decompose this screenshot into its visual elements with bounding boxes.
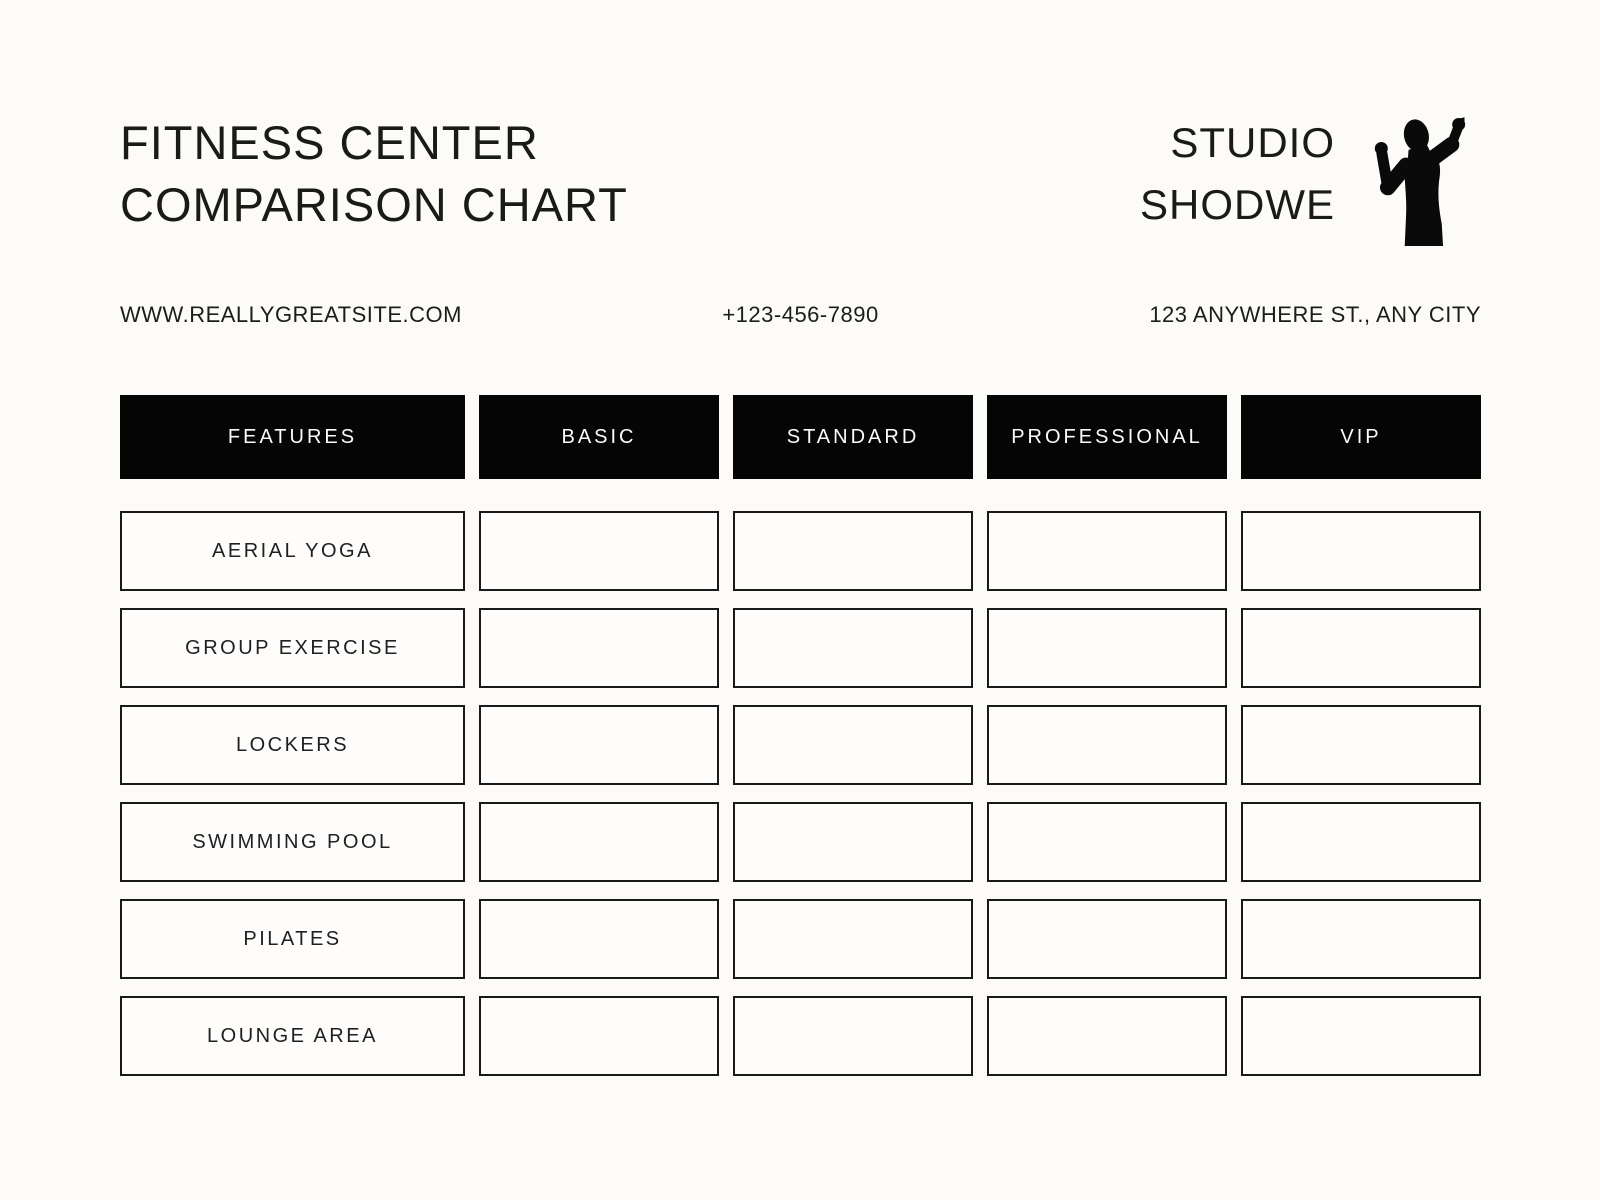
page-title-line1: FITNESS CENTER xyxy=(120,116,539,169)
column-header-basic: BASIC xyxy=(479,395,719,479)
value-cell-vip xyxy=(1241,511,1481,591)
brand-name-line2: SHODWE xyxy=(1140,181,1335,228)
column-header-vip: VIP xyxy=(1241,395,1481,479)
value-cell-professional xyxy=(987,511,1227,591)
page-header: FITNESS CENTER COMPARISON CHART STUDIO S… xyxy=(120,112,1481,246)
value-cell-basic xyxy=(479,802,719,882)
column-header-standard: STANDARD xyxy=(733,395,973,479)
value-cell-standard xyxy=(733,899,973,979)
value-cell-vip xyxy=(1241,705,1481,785)
value-cell-professional xyxy=(987,705,1227,785)
column-header-professional: PROFESSIONAL xyxy=(987,395,1227,479)
value-cell-basic xyxy=(479,996,719,1076)
value-cell-vip xyxy=(1241,996,1481,1076)
address-text: 123 ANYWHERE ST., ANY CITY xyxy=(1149,302,1482,327)
value-cell-standard xyxy=(733,608,973,688)
page-title: FITNESS CENTER COMPARISON CHART xyxy=(120,112,628,236)
feature-cell: LOCKERS xyxy=(120,705,465,785)
value-cell-professional xyxy=(987,608,1227,688)
value-cell-professional xyxy=(987,802,1227,882)
value-cell-basic xyxy=(479,608,719,688)
table-row-swimming-pool: SWIMMING POOL xyxy=(120,802,1481,882)
value-cell-standard xyxy=(733,705,973,785)
table-body: AERIAL YOGA GROUP EXERCISE LOCKERS SWIMMING… xyxy=(120,511,1481,1076)
page-title-line2: COMPARISON CHART xyxy=(120,178,628,231)
brand-block: STUDIO SHODWE xyxy=(1140,112,1481,246)
value-cell-basic xyxy=(479,705,719,785)
value-cell-basic xyxy=(479,899,719,979)
table-row-lounge-area: LOUNGE AREA xyxy=(120,996,1481,1076)
value-cell-vip xyxy=(1241,899,1481,979)
table-header-row: FEATURES BASIC STANDARD PROFESSIONAL VIP xyxy=(120,395,1481,479)
table-row-group-exercise: GROUP EXERCISE xyxy=(120,608,1481,688)
value-cell-professional xyxy=(987,899,1227,979)
value-cell-basic xyxy=(479,511,719,591)
value-cell-vip xyxy=(1241,608,1481,688)
value-cell-standard xyxy=(733,996,973,1076)
column-header-features: FEATURES xyxy=(120,395,465,479)
comparison-table: FEATURES BASIC STANDARD PROFESSIONAL VIP AER… xyxy=(120,395,1481,1076)
brand-name: STUDIO SHODWE xyxy=(1140,112,1335,236)
contact-bar: WWW.REALLYGREATSITE.COM +123-456-7890 12… xyxy=(120,300,1481,330)
phone-text: +123-456-7890 xyxy=(722,302,879,327)
feature-cell: PILATES xyxy=(120,899,465,979)
table-row-lockers: LOCKERS xyxy=(120,705,1481,785)
value-cell-standard xyxy=(733,802,973,882)
brand-name-line1: STUDIO xyxy=(1170,119,1335,166)
bodybuilder-flex-icon xyxy=(1374,117,1466,246)
table-row-aerial-yoga: AERIAL YOGA xyxy=(120,511,1481,591)
value-cell-professional xyxy=(987,996,1227,1076)
table-row-pilates: PILATES xyxy=(120,899,1481,979)
feature-cell: AERIAL YOGA xyxy=(120,511,465,591)
value-cell-vip xyxy=(1241,802,1481,882)
feature-cell: LOUNGE AREA xyxy=(120,996,465,1076)
value-cell-standard xyxy=(733,511,973,591)
feature-cell: SWIMMING POOL xyxy=(120,802,465,882)
feature-cell: GROUP EXERCISE xyxy=(120,608,465,688)
website-text: WWW.REALLYGREATSITE.COM xyxy=(120,302,462,327)
